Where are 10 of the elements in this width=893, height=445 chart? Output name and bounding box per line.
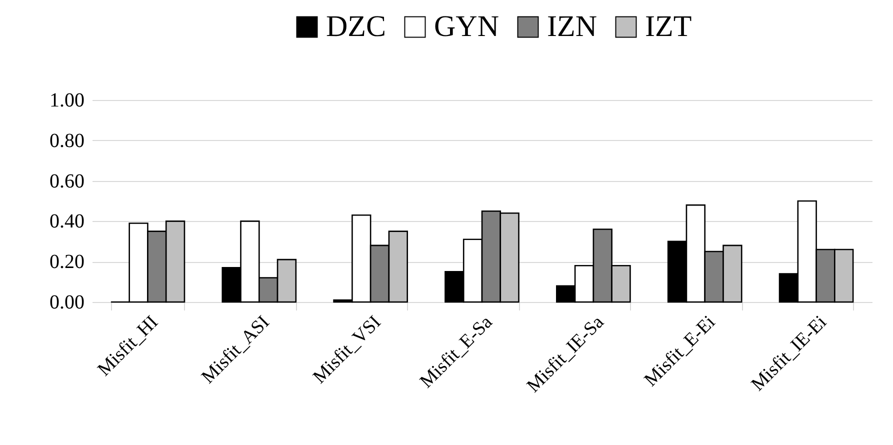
legend-label: DZC — [326, 10, 386, 43]
legend-label: IZT — [645, 10, 692, 43]
y-tick-label: 0.20 — [50, 251, 84, 274]
y-tick-label: 1.00 — [50, 90, 84, 112]
y-tick-label: 0.40 — [50, 210, 84, 233]
legend-label: GYN — [434, 10, 499, 43]
y-tick-label: 0.80 — [50, 130, 84, 152]
legend-label: IZN — [547, 10, 597, 43]
y-tick-label: 0.60 — [50, 170, 84, 192]
y-tick-label: 0.00 — [50, 292, 84, 314]
